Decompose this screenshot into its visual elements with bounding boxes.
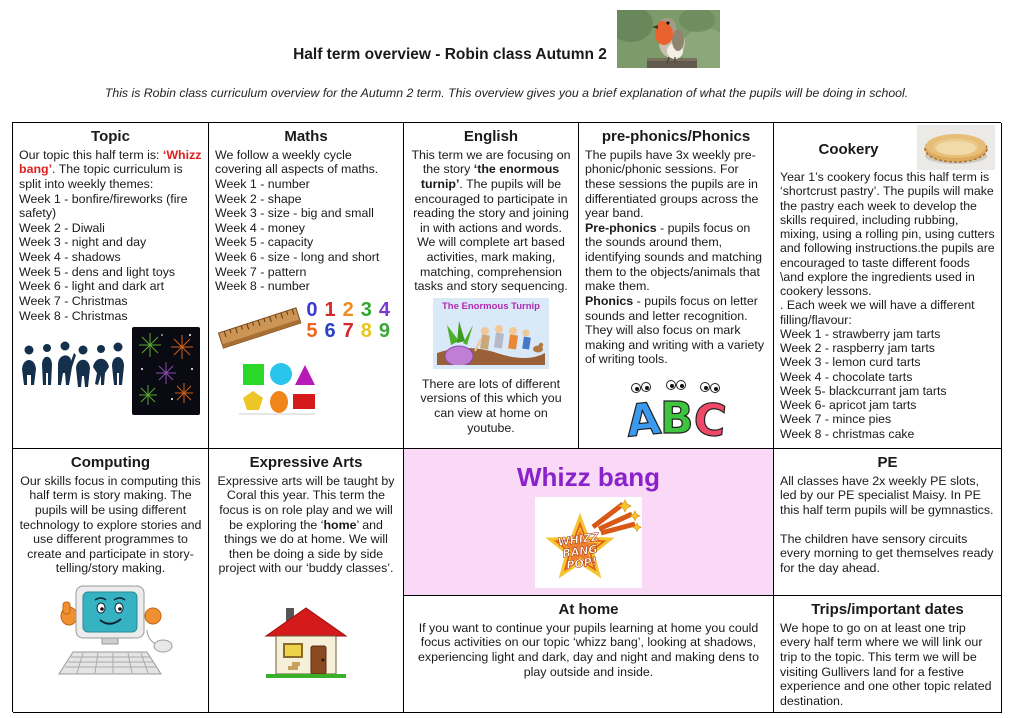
page-title: Half term overview - Robin class Autumn …: [293, 46, 607, 63]
page-subtitle: This is Robin class curriculum overview …: [104, 86, 909, 100]
maths-week: Week 6 - size - long and short: [215, 250, 380, 265]
cookery-week: Week 7 - mince pies: [780, 412, 892, 427]
expressive-arts-cell: Expressive Arts Expressive arts will be …: [209, 449, 404, 713]
topic-week: Week 1 - bonfire/fireworks (fire safety): [19, 191, 188, 221]
at-home-title: At home: [558, 601, 619, 618]
svg-text:C: C: [691, 394, 728, 442]
phonics-p1: The pupils have 3x weekly pre-phonic/pho…: [585, 147, 759, 221]
computing-title: Computing: [70, 454, 151, 471]
trips-cell: Trips/important dates We hope to go on a…: [774, 596, 1002, 713]
english-title: English: [463, 128, 519, 145]
maths-week: Week 7 - pattern: [215, 264, 307, 279]
pe-cell: PE All classes have 2x weekly PE slots, …: [774, 449, 1002, 596]
maths-intro: We follow a weekly cycle covering all as…: [215, 147, 379, 177]
pe-p2: The children have sensory circuits every…: [780, 531, 994, 575]
phonics-title: pre-phonics/Phonics: [601, 128, 751, 145]
maths-week: Week 1 - number: [215, 176, 310, 191]
svg-text:A: A: [624, 393, 663, 441]
cookery-week: Week 1 - strawberry jam tarts: [780, 326, 941, 341]
abc-letters-image: A B C: [623, 380, 729, 448]
curriculum-table: Topic Our topic this half term is: ‘Whiz…: [12, 122, 1002, 713]
cookery-week: Week 8 - christmas cake: [780, 426, 915, 441]
children-silhouettes-image: [22, 341, 124, 388]
whizz-bang-title: Whizz bang: [517, 462, 660, 492]
whizz-bang-logo-image: WHIZZ BANG POP!: [535, 496, 642, 589]
turnip-book-title: The Enormous Turnip: [442, 300, 540, 312]
ruler-image: [217, 307, 302, 349]
maths-week: Week 4 - money: [215, 220, 305, 235]
topic-highlight: ‘Whizz bang’: [19, 147, 202, 177]
page-header: Half term overview - Robin class Autumn …: [0, 10, 1013, 68]
svg-text:B: B: [660, 393, 694, 441]
phonics-p2: Pre-phonics - pupils focus on the sounds…: [585, 220, 763, 294]
topic-week: Week 4 - shadows: [19, 250, 121, 265]
fireworks-image: [132, 327, 200, 416]
english-note: There are lots of different versions of …: [420, 376, 562, 435]
cookery-p1: Year 1’s cookery focus this half term is…: [780, 170, 995, 298]
topic-week: Week 5 - dens and light toys: [19, 264, 176, 279]
english-cell: English This term we are focusing on the…: [404, 123, 579, 449]
topic-intro: Our topic this half term is: ‘Whizz bang…: [19, 147, 202, 191]
phonics-cell: pre-phonics/Phonics The pupils have 3x w…: [579, 123, 774, 449]
english-book-highlight: ‘the enormous turnip’: [420, 162, 560, 191]
expressive-arts-title: Expressive Arts: [249, 454, 363, 471]
expressive-arts-p1: Expressive arts will be taught by Coral …: [217, 473, 395, 576]
robin-photo: [616, 10, 720, 68]
cookery-week: Week 4 - chocolate tarts: [780, 369, 913, 384]
cookery-week: Week 6- apricot jam tarts: [780, 398, 917, 412]
cartoon-computer-image: [58, 585, 173, 675]
turnip-scene-image: [437, 321, 545, 367]
turnip-book-image: The Enormous Turnip: [433, 297, 549, 369]
svg-text:WHIZZ: WHIZZ: [557, 530, 601, 549]
house-image: [264, 607, 348, 679]
topic-week: Week 3 - night and day: [19, 235, 147, 250]
phonics-p3: Phonics - pupils focus on letter sounds …: [585, 293, 765, 367]
topic-week: Week 2 - Diwali: [19, 220, 105, 235]
cookery-week: Week 3 - lemon curd tarts: [780, 355, 921, 370]
svg-text:POP!: POP!: [566, 555, 598, 572]
trips-title: Trips/important dates: [811, 601, 964, 618]
maths-cell: Maths We follow a weekly cycle covering …: [209, 123, 404, 449]
computing-p1: Our skills focus in computing this half …: [19, 473, 202, 576]
whizz-bang-cell: Whizz bang WHIZZ BANG POP!: [404, 449, 774, 596]
cookery-week: Week 5- blackcurrant jam tarts: [780, 383, 947, 398]
topic-title: Topic: [91, 128, 130, 145]
topic-week: Week 8 - Christmas: [19, 308, 128, 323]
shapes-image: [239, 362, 315, 415]
trips-p1: We hope to go on at least one trip every…: [780, 620, 992, 708]
svg-text:BANG: BANG: [562, 542, 599, 560]
pe-title: PE: [877, 454, 898, 471]
cookery-cell: Cookery Year 1’s cookery focus this half…: [774, 123, 1002, 449]
computing-cell: Computing Our skills focus in computing …: [13, 449, 209, 713]
maths-week: Week 5 - capacity: [215, 235, 314, 250]
pe-p1: All classes have 2x weekly PE slots, led…: [780, 473, 994, 517]
maths-week: Week 3 - size - big and small: [215, 206, 374, 221]
maths-week: Week 2 - shape: [215, 191, 302, 206]
maths-title: Maths: [284, 128, 328, 145]
maths-week: Week 8 - number: [215, 279, 310, 294]
topic-week: Week 7 - Christmas: [19, 293, 128, 308]
cookery-title: Cookery: [818, 141, 879, 158]
at-home-p1: If you want to continue your pupils lear…: [418, 620, 759, 679]
cookery-p2: . Each week we will have a different fil…: [780, 298, 975, 327]
english-intro: This term we are focusing on the story ‘…: [411, 147, 571, 294]
at-home-cell: At home If you want to continue your pup…: [404, 596, 774, 713]
pastry-image: [917, 125, 995, 170]
topic-week: Week 6 - light and dark art: [19, 279, 165, 294]
topic-cell: Topic Our topic this half term is: ‘Whiz…: [13, 123, 209, 449]
cookery-week: Week 2 - raspberry jam tarts: [780, 341, 935, 355]
